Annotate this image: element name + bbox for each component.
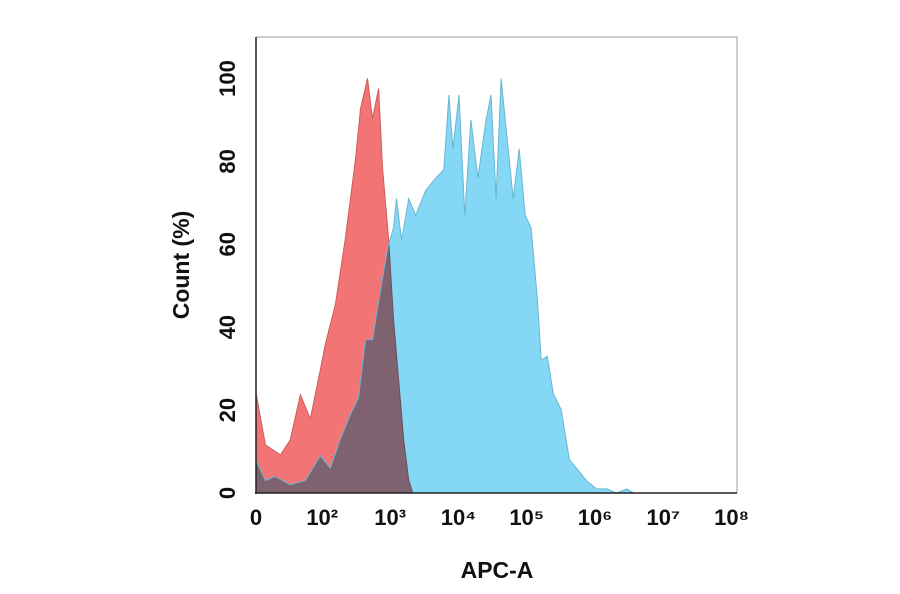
y-axis-label: Count (%) [168,211,194,320]
y-tick-label: 100 [215,60,240,97]
x-tick-label: 10⁸ [714,505,749,530]
x-tick-label: 10⁷ [647,505,681,530]
y-tick-label: 80 [215,149,240,173]
y-tick-label: 40 [215,315,240,339]
y-tick-label: 20 [215,398,240,422]
area-outline [255,78,634,494]
x-tick-label: 10⁶ [578,505,613,530]
y-tick-label: 0 [215,487,240,499]
x-tick-label: 10³ [374,505,406,530]
area-fill [256,78,634,493]
plot-area [255,78,634,494]
x-tick-label: 10⁵ [509,505,544,530]
x-axis-label: APC-A [461,557,534,583]
y-tick-label: 60 [215,232,240,256]
x-tick-label: 0 [250,505,262,530]
x-tick-label: 10⁴ [441,505,476,530]
x-tick-label: 10² [306,505,338,530]
